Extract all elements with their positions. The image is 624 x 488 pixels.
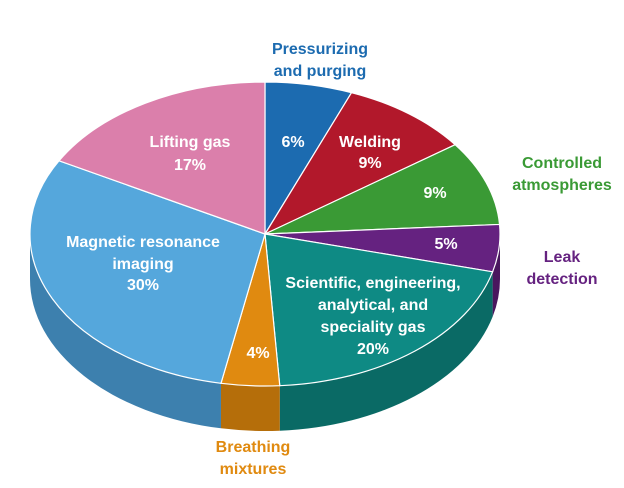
slice-value-label: 20% — [357, 341, 389, 358]
slice-category-label: Lifting gas — [150, 134, 231, 151]
pie-slice-side — [279, 271, 493, 431]
pie-slice — [264, 233, 494, 387]
pie-slice-side — [30, 234, 221, 429]
slice-category-label: Controlled atmospheres — [512, 155, 612, 194]
slice-value-label: 6% — [281, 134, 304, 151]
pie-slice — [263, 91, 457, 236]
slice-value-label: 17% — [174, 157, 206, 174]
pie-slice-side — [220, 383, 280, 432]
slice-value-label: 5% — [434, 236, 457, 253]
pie-side-group — [30, 234, 501, 432]
slice-value-label: 9% — [358, 155, 381, 172]
slice-value-label: 9% — [423, 185, 446, 202]
slice-value-label: 30% — [127, 277, 159, 294]
slice-value-label: 4% — [246, 345, 269, 362]
pie-label-group: Pressurizing and purging 6% Welding 9% Contro… — [66, 41, 612, 478]
pie-slice — [58, 81, 266, 235]
slice-category-label: Pressurizing and purging — [272, 41, 368, 80]
pie-top-group — [29, 81, 501, 387]
slice-category-label: Magnetic resonance imaging — [66, 234, 220, 273]
pie-slice — [264, 143, 501, 235]
slice-category-label: Breathing mixtures — [216, 439, 291, 478]
slice-category-label: Leak detection — [526, 249, 597, 288]
slice-category-label: Welding — [339, 134, 401, 151]
slice-category-label: Scientific, engineering, analytical, and s… — [285, 275, 460, 336]
pie-slice — [29, 160, 266, 384]
